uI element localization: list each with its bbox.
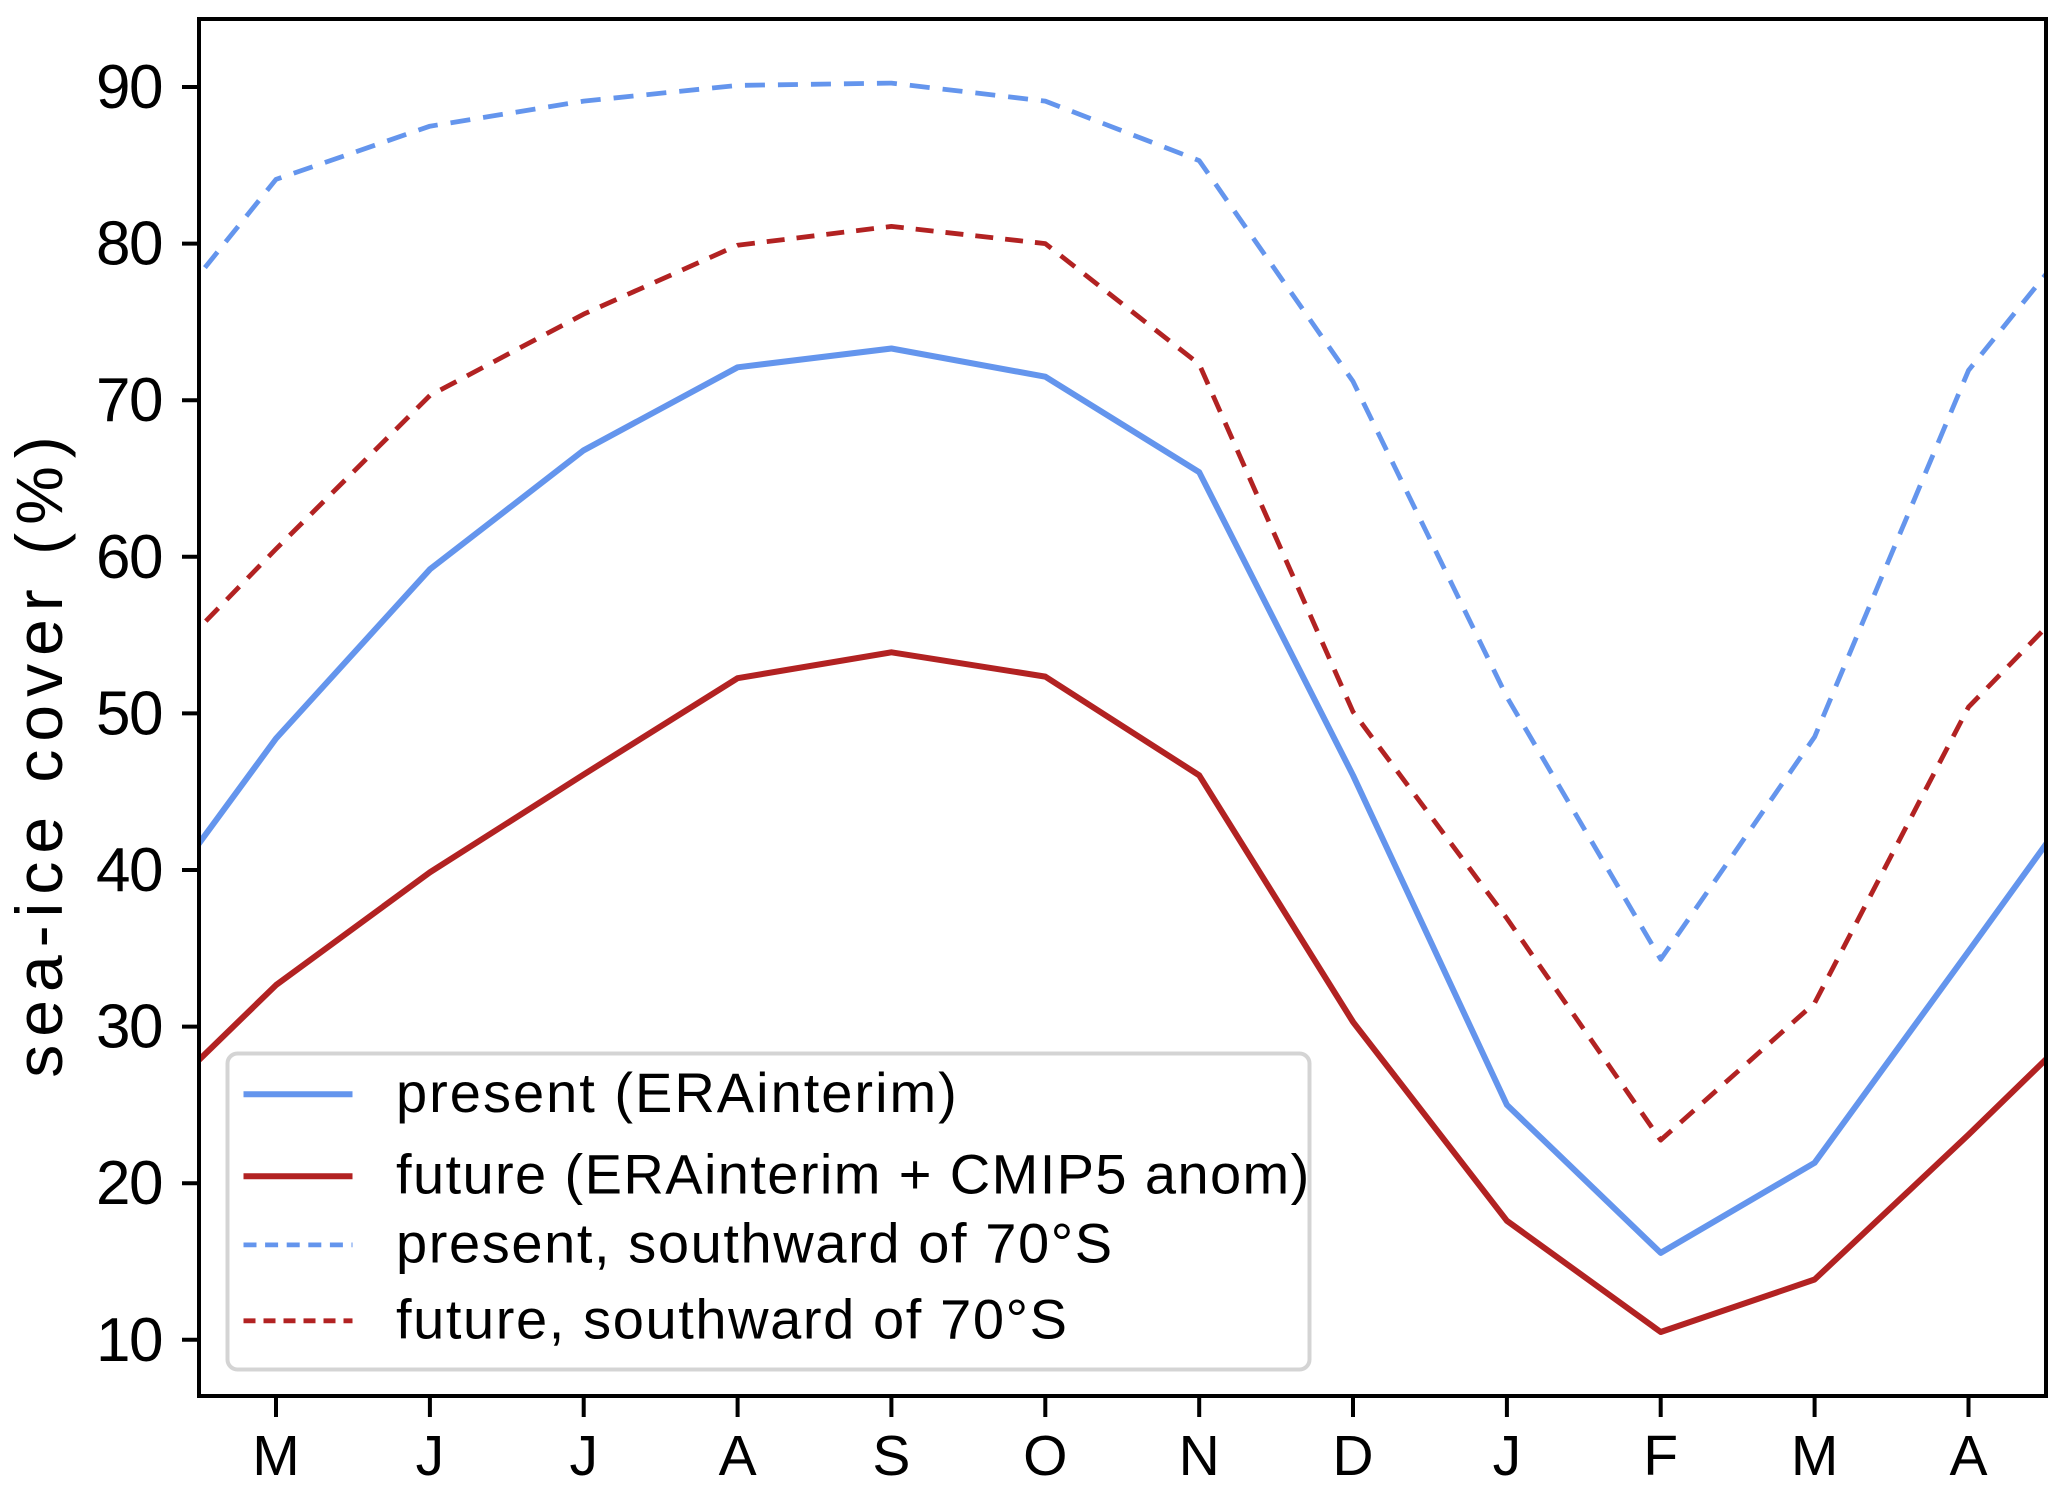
svg-text:90: 90: [96, 53, 162, 122]
svg-text:A: A: [719, 1424, 757, 1488]
svg-text:J: J: [569, 1424, 598, 1488]
svg-text:10: 10: [96, 1306, 162, 1375]
svg-text:present, southward of 70°S: present, southward of 70°S: [396, 1211, 1114, 1274]
svg-text:N: N: [1179, 1424, 1220, 1488]
svg-text:D: D: [1332, 1424, 1373, 1488]
svg-text:future (ERAinterim + CMIP5 ano: future (ERAinterim + CMIP5 anom): [396, 1143, 1311, 1206]
svg-text:30: 30: [96, 993, 162, 1062]
svg-text:J: J: [1493, 1424, 1522, 1488]
svg-text:J: J: [416, 1424, 445, 1488]
svg-text:70: 70: [96, 366, 162, 435]
svg-text:40: 40: [96, 836, 162, 905]
svg-text:A: A: [1949, 1424, 1987, 1488]
svg-text:S: S: [872, 1424, 910, 1488]
svg-text:20: 20: [96, 1149, 162, 1218]
svg-text:F: F: [1643, 1424, 1678, 1488]
svg-text:present (ERAinterim): present (ERAinterim): [396, 1061, 959, 1124]
svg-text:60: 60: [96, 523, 162, 592]
svg-text:O: O: [1023, 1424, 1067, 1488]
svg-text:50: 50: [96, 679, 162, 748]
svg-text:M: M: [252, 1424, 299, 1488]
svg-text:sea-ice cover (%): sea-ice cover (%): [2, 428, 76, 1077]
svg-text:80: 80: [96, 210, 162, 279]
svg-text:M: M: [1791, 1424, 1838, 1488]
svg-text:future, southward of 70°S: future, southward of 70°S: [396, 1287, 1069, 1350]
